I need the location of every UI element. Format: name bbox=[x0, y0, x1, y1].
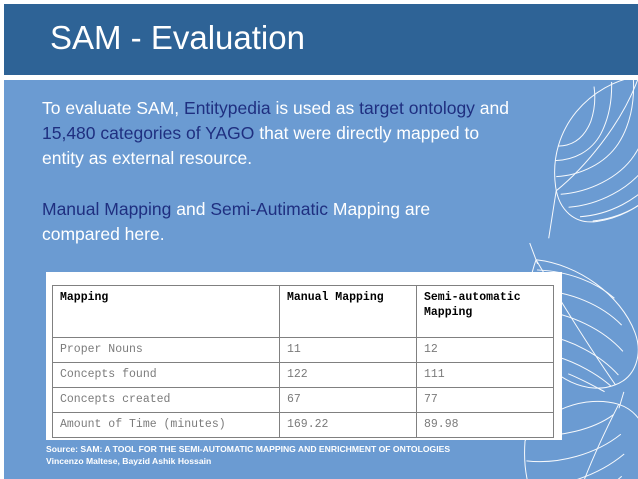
row-semi-value: 77 bbox=[416, 387, 554, 413]
results-table: Mapping Manual Mapping Semi-automatic Ma… bbox=[52, 285, 554, 438]
source-line-2: Vincenzo Maltese, Bayzid Ashik Hossain bbox=[46, 456, 212, 466]
paragraph-2: Manual Mapping and Semi-Autimatic Mappin… bbox=[42, 197, 512, 247]
table-header-semi-automatic-mapping: Semi-automatic Mapping bbox=[416, 285, 554, 338]
source-citation: Source: SAM: A TOOL FOR THE SEMI-AUTOMAT… bbox=[46, 443, 566, 467]
table-row: Amount of Time (minutes) 169.22 89.98 bbox=[52, 412, 554, 438]
row-manual-value: 67 bbox=[279, 387, 417, 413]
leaf-top-right-icon bbox=[548, 75, 638, 239]
slide-frame-left bbox=[0, 0, 4, 479]
p2-semi-automatic: Semi-Autimatic bbox=[210, 199, 328, 219]
row-label: Concepts created bbox=[52, 387, 280, 413]
table-row: Concepts found 122 111 bbox=[52, 362, 554, 388]
table-row: Proper Nouns 11 12 bbox=[52, 337, 554, 363]
table-header-mapping: Mapping bbox=[52, 285, 280, 338]
title-bar bbox=[4, 4, 638, 75]
p1-seg5: and bbox=[474, 98, 509, 118]
p2-seg4: Mapping are compared here. bbox=[42, 199, 431, 244]
title-bar-divider bbox=[0, 75, 638, 80]
row-semi-value: 12 bbox=[416, 337, 554, 363]
slide-frame-top bbox=[0, 0, 638, 4]
p1-seg7: that were directly mapped to entity as e… bbox=[42, 123, 480, 168]
row-semi-value: 89.98 bbox=[416, 412, 554, 438]
row-manual-value: 169.22 bbox=[279, 412, 417, 438]
results-table-panel: Mapping Manual Mapping Semi-automatic Ma… bbox=[46, 272, 562, 440]
p1-seg3: is used as bbox=[270, 98, 360, 118]
p1-seg1: To evaluate SAM, bbox=[42, 98, 185, 118]
row-semi-value: 111 bbox=[416, 362, 554, 388]
row-label: Proper Nouns bbox=[52, 337, 280, 363]
p2-manual-mapping: Manual Mapping bbox=[42, 199, 172, 219]
page-title: SAM - Evaluation bbox=[50, 19, 305, 56]
table-row: Concepts created 67 77 bbox=[52, 387, 554, 413]
paragraph-1: To evaluate SAM, Entitypedia is used as … bbox=[42, 96, 512, 171]
row-label: Amount of Time (minutes) bbox=[52, 412, 280, 438]
p2-seg2: and bbox=[171, 199, 211, 219]
p1-target-ontology: target ontology bbox=[359, 98, 475, 118]
row-manual-value: 122 bbox=[279, 362, 417, 388]
body-content: To evaluate SAM, Entitypedia is used as … bbox=[42, 96, 512, 247]
table-header-manual-mapping: Manual Mapping bbox=[279, 285, 417, 338]
source-line-1: Source: SAM: A TOOL FOR THE SEMI-AUTOMAT… bbox=[46, 444, 451, 454]
p1-yago-categories: 15,480 categories of YAGO bbox=[42, 123, 255, 143]
row-manual-value: 11 bbox=[279, 337, 417, 363]
table-header-row: Mapping Manual Mapping Semi-automatic Ma… bbox=[52, 285, 554, 338]
row-label: Concepts found bbox=[52, 362, 280, 388]
paragraph-spacer bbox=[42, 171, 512, 197]
p1-entitypedia: Entitypedia bbox=[184, 98, 271, 118]
